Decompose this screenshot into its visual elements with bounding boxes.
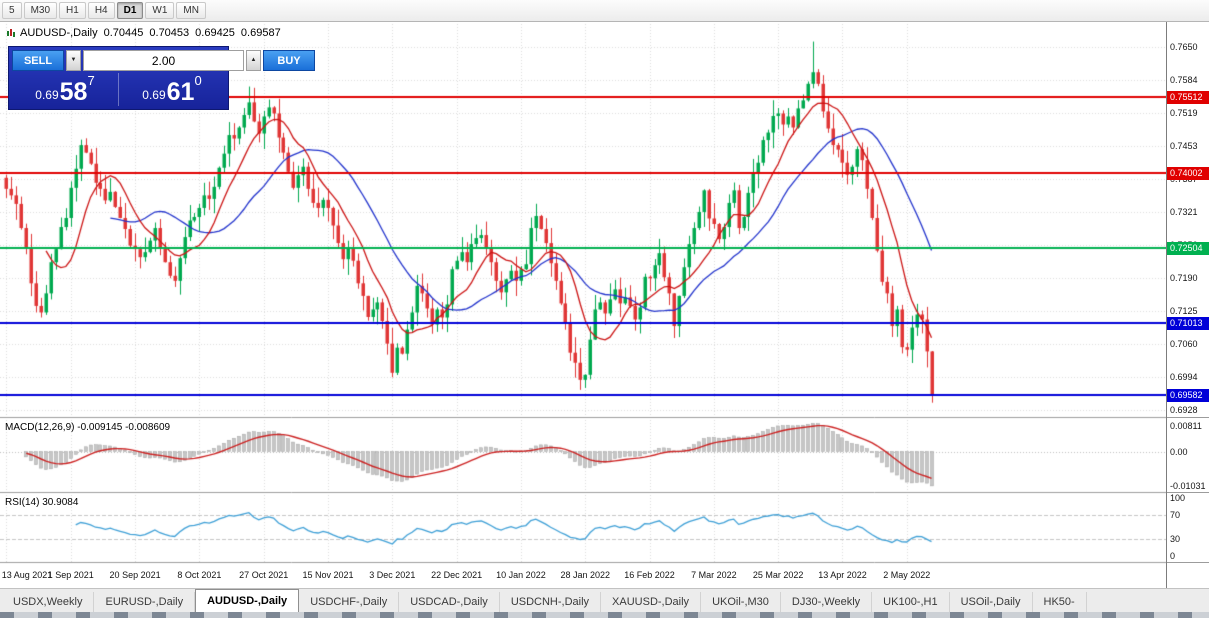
buy-price-display[interactable]: 0.69 61 0 (119, 73, 225, 106)
timeframe-button-w1[interactable]: W1 (145, 2, 175, 19)
timeframe-button-d1[interactable]: D1 (116, 2, 144, 19)
ohlc-high: 0.70453 (149, 27, 190, 39)
chevron-up-icon: ▲ (250, 57, 257, 63)
price-level-tag[interactable]: 0.72504 (1167, 242, 1209, 255)
timeframe-button-h1[interactable]: H1 (59, 2, 86, 19)
price-axis-tick: 0.7584 (1170, 75, 1198, 85)
price-axis-tick: 0.7321 (1170, 207, 1198, 217)
buy-price-sup: 0 (194, 73, 202, 88)
chart-tab-usdchfdaily[interactable]: USDCHF-,Daily (299, 592, 400, 612)
date-axis-label: 15 Nov 2021 (302, 570, 354, 580)
buy-button[interactable]: BUY (263, 50, 315, 71)
pane-divider (1167, 562, 1209, 563)
taskbar-strip (0, 612, 1209, 618)
price-axis-tick: 0.6928 (1170, 405, 1198, 415)
chart-tab-usdcaddaily[interactable]: USDCAD-,Daily (399, 592, 500, 612)
sell-price-sup: 7 (87, 73, 95, 88)
timeframe-toolbar: 5 M30 H1 H4 D1 W1 MN (0, 0, 1209, 22)
date-axis-label: 8 Oct 2021 (177, 570, 222, 580)
pane-divider (1167, 417, 1209, 418)
chart-tab-audusddaily[interactable]: AUDUSD-,Daily (195, 589, 300, 612)
timeframe-button-5[interactable]: 5 (2, 2, 22, 19)
price-chart-canvas[interactable] (0, 22, 1166, 588)
date-axis-label: 13 Aug 2021 (1, 570, 53, 580)
chart-tab-usdcnhdaily[interactable]: USDCNH-,Daily (499, 592, 602, 612)
price-level-tag[interactable]: 0.74002 (1167, 167, 1209, 180)
chart-tab-eurusddaily[interactable]: EURUSD-,Daily (94, 592, 196, 612)
volume-decrease-button[interactable]: ▼ (66, 50, 81, 71)
volume-increase-button[interactable]: ▲ (246, 50, 261, 71)
pane-divider (1167, 492, 1209, 493)
chart-tab-dj30weekly[interactable]: DJ30-,Weekly (780, 592, 873, 612)
rsi-axis-label: 0 (1170, 551, 1176, 561)
date-axis-label: 16 Feb 2022 (624, 570, 675, 580)
chart-icon (7, 29, 15, 37)
timeframe-button-m30[interactable]: M30 (23, 2, 58, 19)
ohlc-close: 0.69587 (240, 27, 281, 39)
macd-indicator-label: MACD(12,26,9) -0.009145 -0.008609 (5, 422, 171, 433)
buy-price-prefix: 0.69 (142, 87, 166, 102)
price-axis-tick: 0.7190 (1170, 273, 1198, 283)
price-axis-tick: 0.7125 (1170, 306, 1198, 316)
chart-tab-xauusddaily[interactable]: XAUUSD-,Daily (601, 592, 702, 612)
volume-input[interactable] (83, 50, 244, 71)
price-level-tag[interactable]: 0.69582 (1167, 389, 1209, 402)
chart-symbol: AUDUSD-,Daily (20, 27, 98, 39)
price-axis-tick: 0.7060 (1170, 339, 1198, 349)
macd-axis-label: 0.00 (1170, 447, 1188, 457)
ohlc-low: 0.69425 (195, 27, 235, 39)
price-axis-tick: 0.7519 (1170, 108, 1198, 118)
price-axis-tick: 0.7453 (1170, 141, 1198, 151)
chart-tab-usdxweekly[interactable]: USDX,Weekly (2, 592, 95, 612)
chart-tab-uk100h1[interactable]: UK100-,H1 (872, 592, 950, 612)
date-axis-label: 1 Sep 2021 (47, 570, 94, 580)
chevron-down-icon: ▼ (70, 57, 77, 63)
sell-button[interactable]: SELL (12, 50, 64, 71)
date-axis-label: 27 Oct 2021 (239, 570, 289, 580)
date-axis-label: 20 Sep 2021 (109, 570, 161, 580)
chart-window: AUDUSD-,Daily 0.70445 0.70453 0.69425 0.… (0, 22, 1209, 588)
price-axis[interactable]: 0.76500.75840.75190.74530.73870.73210.72… (1166, 22, 1209, 588)
date-axis-label: 25 Mar 2022 (752, 570, 804, 580)
chart-tab-hk50[interactable]: HK50- (1032, 592, 1087, 612)
rsi-indicator-label: RSI(14) 30.9084 (5, 497, 79, 508)
date-axis-label: 22 Dec 2021 (431, 570, 483, 580)
buy-price-big: 61 (166, 77, 195, 106)
price-axis-tick: 0.6994 (1170, 372, 1198, 382)
price-level-tag[interactable]: 0.71013 (1167, 317, 1209, 330)
chart-tab-usoildaily[interactable]: USOil-,Daily (949, 592, 1033, 612)
price-level-tag[interactable]: 0.75512 (1167, 91, 1209, 104)
price-axis-tick: 0.7650 (1170, 42, 1198, 52)
sell-price-display[interactable]: 0.69 58 7 (12, 73, 119, 106)
date-axis-label: 13 Apr 2022 (818, 570, 867, 580)
rsi-axis-label: 30 (1170, 534, 1181, 544)
date-axis-label: 2 May 2022 (883, 570, 931, 580)
macd-axis-label: -0.01031 (1170, 481, 1206, 491)
timeframe-button-h4[interactable]: H4 (87, 2, 115, 19)
rsi-axis-label: 70 (1170, 510, 1181, 520)
date-axis-label: 3 Dec 2021 (369, 570, 416, 580)
chart-tab-bar: USDX,Weekly EURUSD-,Daily AUDUSD-,Daily USD… (0, 588, 1209, 612)
chart-ohlc-header: AUDUSD-,Daily 0.70445 0.70453 0.69425 0.… (6, 27, 283, 39)
timeframe-button-mn[interactable]: MN (176, 2, 206, 19)
sell-price-prefix: 0.69 (35, 87, 59, 102)
one-click-trading-panel: SELL ▼ ▲ BUY 0.69 58 7 0.69 61 (8, 46, 315, 110)
sell-price-big: 58 (59, 77, 88, 106)
chart-tab-ukoilm30[interactable]: UKOil-,M30 (701, 592, 781, 612)
rsi-axis-label: 100 (1170, 493, 1186, 503)
date-axis-label: 10 Jan 2022 (496, 570, 546, 580)
date-axis-label: 28 Jan 2022 (560, 570, 611, 580)
date-axis-label: 7 Mar 2022 (691, 570, 737, 580)
ohlc-open: 0.70445 (103, 27, 144, 39)
macd-axis-label: 0.00811 (1170, 421, 1202, 431)
